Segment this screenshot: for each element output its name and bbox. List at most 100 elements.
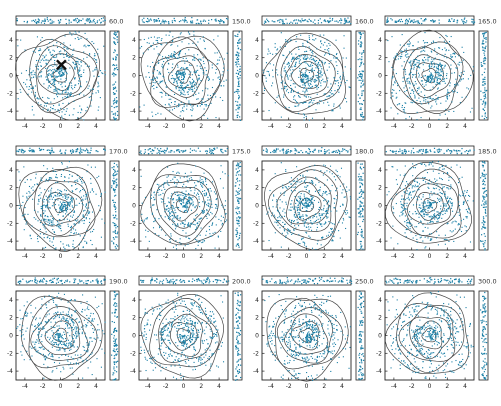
scatter-point: [429, 96, 431, 98]
scatter-point: [62, 74, 64, 76]
scatter-point: [58, 211, 60, 213]
scatter-point: [185, 186, 187, 188]
scatter-point: [23, 82, 25, 84]
scatter-point: [304, 204, 306, 206]
top-marginal-point: [410, 20, 412, 22]
right-marginal-point: [237, 52, 239, 54]
right-marginal-point: [113, 83, 115, 85]
top-marginal-point: [456, 20, 459, 22]
top-marginal-point: [454, 150, 456, 152]
right-marginal-point: [358, 32, 360, 34]
scatter-point: [431, 75, 433, 77]
scatter-point: [172, 170, 174, 173]
top-marginal-point: [423, 18, 426, 21]
scatter-point: [24, 213, 26, 215]
top-marginal-point: [329, 20, 332, 22]
scatter-point: [334, 198, 336, 200]
scatter-point: [168, 216, 170, 219]
scatter-point: [227, 69, 229, 71]
scatter-point: [422, 83, 424, 85]
scatter-point: [325, 190, 327, 193]
scatter-point: [319, 72, 321, 75]
right-marginal-point: [358, 211, 360, 214]
top-marginal-point: [147, 21, 149, 23]
y-tick-label: 4: [378, 37, 382, 44]
scatter-point: [339, 77, 341, 79]
scatter-point: [311, 50, 314, 52]
scatter-point: [288, 106, 290, 109]
scatter-point: [164, 208, 166, 210]
right-marginal-point: [360, 205, 363, 207]
right-marginal-point: [112, 58, 114, 61]
scatter-point: [91, 188, 93, 190]
scatter-point: [296, 210, 298, 212]
right-marginal-point: [115, 101, 117, 103]
scatter-point: [58, 82, 60, 84]
scatter-point: [52, 105, 55, 107]
scatter-point: [29, 79, 31, 81]
scatter-point: [330, 93, 332, 95]
scatter-point: [53, 90, 55, 92]
scatter-point: [161, 189, 163, 191]
top-marginal-point: [345, 20, 347, 22]
right-marginal-point: [237, 165, 239, 167]
right-marginal-point: [114, 31, 116, 33]
scatter-point: [285, 186, 287, 188]
scatter-point: [410, 69, 412, 71]
right-marginal-point: [238, 246, 240, 248]
right-marginal-point: [238, 197, 240, 199]
top-marginal-point: [44, 20, 46, 22]
scatter-point: [216, 63, 218, 65]
scatter-point: [433, 59, 435, 61]
scatter-point: [299, 200, 301, 202]
scatter-point: [310, 56, 312, 59]
scatter-point: [296, 56, 298, 58]
scatter-point: [168, 201, 170, 203]
scatter-point: [29, 192, 31, 194]
scatter-point: [280, 192, 282, 194]
scatter-point: [197, 224, 199, 227]
scatter-point: [325, 210, 327, 213]
top-marginal-point: [31, 149, 33, 151]
top-marginal-point: [32, 151, 35, 153]
scatter-point: [171, 75, 173, 77]
scatter-point: [196, 235, 198, 237]
scatter-point: [58, 71, 60, 73]
scatter-point: [277, 217, 279, 219]
scatter-point: [418, 76, 420, 78]
right-marginal-point: [361, 77, 363, 80]
scatter-point: [180, 87, 182, 89]
scatter-point: [44, 56, 46, 58]
scatter-point: [439, 47, 441, 49]
top-marginal-point: [324, 19, 326, 21]
scatter-point: [198, 218, 200, 220]
top-marginal-point: [89, 20, 92, 22]
top-marginal-point: [318, 149, 320, 152]
scatter-point: [319, 218, 321, 220]
scatter-point: [424, 32, 426, 34]
scatter-point: [54, 83, 56, 85]
scatter-point: [80, 108, 82, 110]
scatter-point: [436, 76, 438, 78]
right-marginal-point: [482, 47, 484, 49]
scatter-point: [47, 108, 49, 110]
contour-line: [390, 29, 474, 114]
scatter-point: [412, 99, 414, 102]
scatter-point: [398, 55, 400, 57]
scatter-point: [330, 228, 332, 230]
scatter-point: [184, 60, 186, 62]
scatter-point: [171, 211, 173, 213]
top-marginal-point: [199, 150, 201, 152]
scatter-point: [303, 76, 306, 78]
scatter-point: [184, 220, 186, 222]
scatter-point: [45, 63, 48, 65]
top-marginal-point: [323, 20, 325, 22]
scatter-point: [160, 215, 162, 217]
scatter-point: [308, 226, 310, 228]
top-marginal-point: [419, 150, 421, 152]
scatter-point: [305, 70, 307, 72]
right-marginal-point: [360, 182, 363, 184]
scatter-point: [421, 80, 423, 82]
scatter-point: [450, 56, 452, 58]
scatter-point: [429, 75, 431, 77]
